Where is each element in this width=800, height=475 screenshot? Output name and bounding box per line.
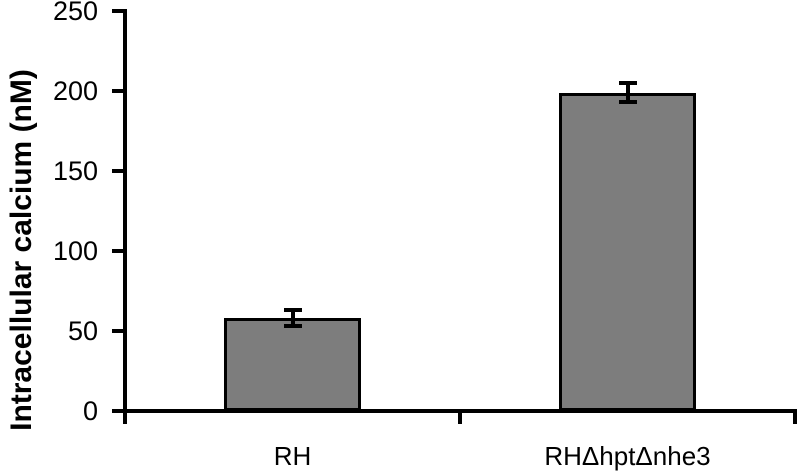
y-tick [112, 89, 125, 93]
x-tick [123, 409, 127, 424]
x-tick [458, 409, 462, 424]
y-tick-label: 100 [52, 236, 98, 266]
y-tick [112, 329, 125, 333]
x-tick [793, 409, 797, 424]
x-category-label: RH [273, 441, 312, 471]
y-axis-line [123, 9, 127, 415]
x-category-label: RHΔhptΔnhe3 [544, 441, 711, 471]
bar [224, 318, 361, 411]
error-bar-line [290, 310, 295, 327]
y-tick [112, 249, 125, 253]
y-tick-label: 150 [52, 156, 98, 186]
bar [559, 92, 696, 411]
error-bar-cap-top [283, 308, 302, 313]
y-tick-label: 250 [52, 0, 98, 26]
y-tick-label: 200 [52, 76, 98, 106]
y-tick-label: 50 [67, 316, 98, 346]
error-bar-line [625, 83, 630, 103]
y-tick [112, 409, 125, 413]
error-bar-cap-bottom [283, 324, 302, 329]
y-tick [112, 9, 125, 13]
y-tick-label: 0 [82, 396, 98, 426]
error-bar-cap-top [618, 81, 637, 85]
y-tick [112, 169, 125, 173]
error-bar-cap-bottom [618, 100, 637, 105]
